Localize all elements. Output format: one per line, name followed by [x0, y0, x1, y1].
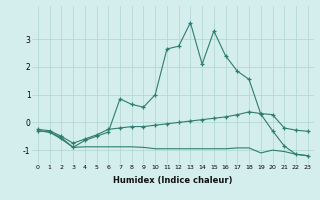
X-axis label: Humidex (Indice chaleur): Humidex (Indice chaleur) — [113, 176, 233, 185]
